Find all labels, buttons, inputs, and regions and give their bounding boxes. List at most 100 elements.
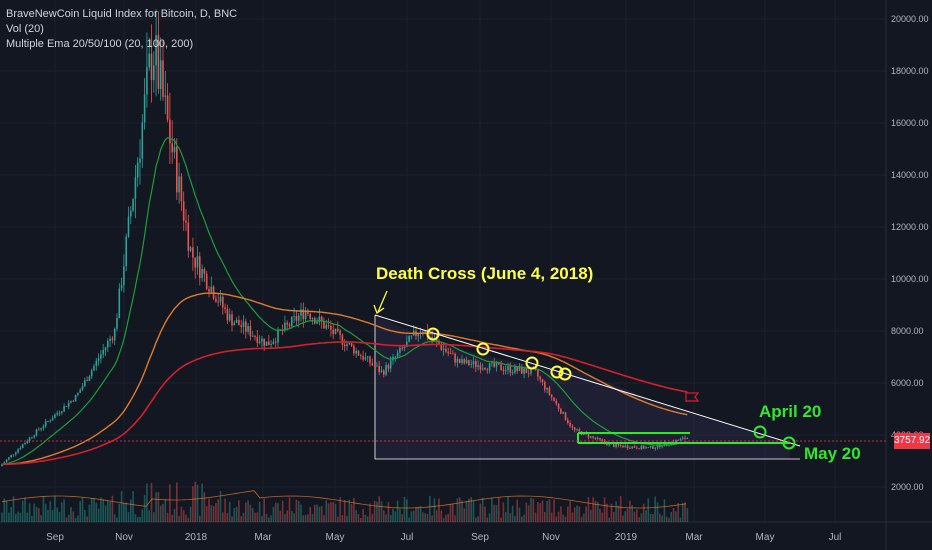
candle-body (337, 328, 339, 331)
volume-bar (546, 500, 548, 522)
volume-bar (440, 510, 443, 522)
candle-body (316, 321, 318, 324)
volume-bar (339, 497, 341, 522)
candle-body (355, 350, 357, 354)
volume-bar (185, 514, 187, 522)
volume-bar (564, 516, 567, 522)
candle-body (176, 146, 178, 193)
candle-body (187, 222, 190, 251)
candle-body (178, 176, 180, 193)
candle-body (576, 429, 578, 431)
candle-body (208, 288, 210, 292)
candle-body (189, 247, 192, 251)
candle-body (449, 353, 452, 354)
candle-body (383, 370, 385, 375)
candle-body (44, 421, 47, 427)
candle-body (546, 387, 548, 390)
candle-body (31, 437, 33, 439)
volume-bar (74, 517, 77, 522)
volume-bar (182, 510, 185, 522)
y-tick-label: 18000.00 (891, 66, 929, 76)
volume-bar (652, 514, 654, 522)
candle-body (35, 429, 38, 436)
candle-body (270, 343, 272, 346)
volume-bar (258, 501, 261, 522)
volume-bar (479, 503, 482, 522)
volume-bar (302, 515, 305, 522)
candle-body (67, 402, 70, 407)
volume-bar (410, 511, 413, 522)
candle-body (192, 247, 194, 258)
candle-body (629, 448, 631, 449)
candle-body (633, 446, 636, 448)
volume-bar (136, 516, 139, 522)
candle-body (205, 273, 208, 289)
volume-bar (569, 500, 571, 522)
candle-body (617, 443, 620, 446)
candle-body (123, 266, 125, 286)
candle-body (194, 257, 196, 268)
volume-bar (176, 482, 178, 522)
candle-body (304, 310, 307, 320)
candle-body (481, 368, 484, 370)
volume-bar (295, 499, 298, 522)
volume-bar (463, 508, 466, 522)
volume-bar (327, 503, 330, 522)
candle-body (652, 446, 654, 449)
volume-bar (599, 508, 601, 522)
candle-body (530, 368, 532, 374)
volume-bar (235, 506, 238, 522)
volume-bar (10, 507, 12, 522)
candle-body (63, 406, 65, 412)
volume-bar (408, 517, 410, 522)
y-tick-label: 16000.00 (891, 118, 929, 128)
candle-body (286, 322, 288, 325)
volume-bar (475, 517, 477, 522)
volume-bar (173, 509, 176, 522)
candle-body (654, 447, 656, 449)
candle-body (261, 338, 263, 342)
volume-bar (314, 504, 316, 522)
volume-bar (330, 501, 332, 522)
candle-body (527, 373, 530, 374)
volume-bar (445, 514, 447, 522)
volume-bar (164, 498, 167, 522)
volume-bar (116, 517, 118, 522)
volume-bar (311, 514, 314, 522)
volume-bar (640, 513, 643, 522)
candle-body (636, 447, 638, 449)
candle-body (431, 336, 433, 339)
volume-bar (486, 517, 489, 522)
volume-bar (24, 497, 26, 522)
volume-bar (362, 508, 364, 522)
candle-body (613, 444, 615, 447)
candle-body (502, 370, 505, 372)
volume-bar (42, 496, 45, 522)
candle-body (199, 256, 201, 278)
volume-bar (159, 505, 162, 522)
candle-body (58, 412, 61, 414)
candle-body (79, 389, 81, 393)
volume-bar (422, 512, 424, 522)
ema-200-line (2, 341, 688, 466)
candle-body (463, 359, 466, 364)
volume-bar (238, 500, 240, 522)
candle-body (394, 356, 397, 358)
candle-body (624, 445, 627, 448)
candle-body (571, 426, 574, 428)
volume-bar (629, 500, 631, 522)
candle-body (424, 331, 426, 334)
candle-body (350, 343, 353, 346)
candle-body (224, 307, 226, 310)
volume-bar (592, 497, 594, 522)
candle-body (686, 438, 689, 439)
volume-bar (316, 504, 318, 522)
candle-body (15, 452, 17, 455)
volume-bar (548, 499, 551, 522)
candle-body (525, 368, 528, 374)
volume-bar (222, 512, 224, 522)
volume-bar (399, 508, 401, 522)
volume-bar (429, 495, 431, 522)
candle-body (169, 119, 171, 144)
